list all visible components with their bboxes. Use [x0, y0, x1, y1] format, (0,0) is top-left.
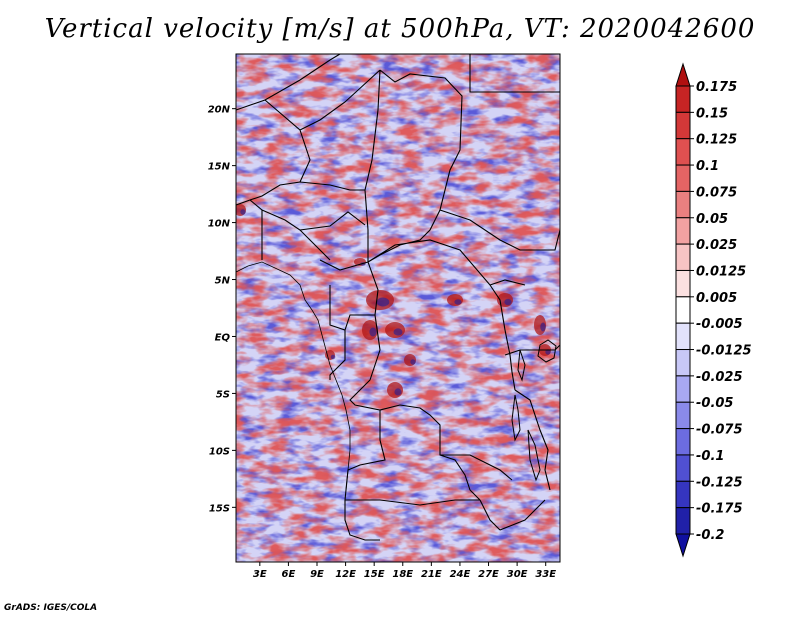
convective-cell-core: [504, 298, 512, 306]
colorbar-label: -0.005: [696, 317, 743, 332]
colorbar-label: -0.05: [696, 396, 733, 411]
x-axis: 3E 6E 9E 12E 15E 18E 21E 24E 27E 30E 33E: [253, 562, 556, 580]
grads-stamp: GrADS: IGES/COLA: [4, 603, 98, 613]
chart-title: Vertical velocity [m/s] at 500hPa, VT: 2…: [44, 14, 756, 44]
map-frame: [235, 53, 561, 563]
y-tick-label: 5S: [216, 389, 230, 400]
colorbar-label: -0.2: [696, 528, 724, 543]
x-tick-label: 12E: [335, 569, 356, 580]
colorbar-box: [675, 190, 691, 219]
y-tick-label: 15N: [208, 162, 231, 173]
colorbar-box: [675, 269, 691, 298]
colorbar-label: 0.025: [696, 238, 737, 253]
x-tick-label: 3E: [253, 569, 267, 580]
colorbar-label: 0.15: [696, 106, 728, 121]
colorbar-box: [675, 349, 691, 377]
colorbar-box: [675, 507, 691, 535]
map-field: [236, 54, 560, 562]
colorbar-label: 0.05: [696, 212, 728, 227]
colorbar-box: [675, 164, 691, 192]
x-tick-label: 33E: [535, 569, 556, 580]
colorbar-label: 0.125: [696, 133, 737, 148]
colorbar-box: [675, 296, 691, 324]
colorbar-box: [675, 322, 691, 351]
x-tick-label: 27E: [478, 569, 499, 580]
convective-cell-core: [540, 322, 546, 332]
x-tick-label: 21E: [421, 569, 442, 580]
x-tick-label: 15E: [364, 569, 385, 580]
colorbar-label: 0.005: [696, 291, 737, 306]
y-tick-label: 20N: [208, 105, 231, 116]
colorbar: 0.175 0.15 0.125 0.1 0.075 0.05 0.025 0.0125 0.0…: [675, 62, 752, 558]
convective-cell-core: [454, 299, 462, 305]
convective-cell-core: [394, 388, 402, 396]
convective-cell-core: [369, 327, 377, 337]
convective-cell-core: [393, 328, 403, 336]
colorbar-box: [675, 243, 691, 271]
convective-cell-core: [410, 359, 416, 365]
colorbar-label: 0.1: [696, 159, 719, 174]
x-tick-label: 9E: [310, 569, 324, 580]
colorbar-box: [675, 401, 691, 430]
colorbar-label: -0.075: [696, 423, 743, 438]
colorbar-label: -0.025: [696, 370, 743, 385]
x-tick-label: 18E: [392, 569, 413, 580]
colorbar-label: 0.0125: [696, 264, 746, 279]
x-tick-label: 30E: [507, 569, 528, 580]
colorbar-label: -0.175: [696, 502, 743, 517]
y-tick-label: EQ: [215, 332, 231, 343]
colorbar-label: 0.175: [696, 80, 737, 95]
x-tick-label: 24E: [450, 569, 471, 580]
convective-cells: [236, 204, 551, 398]
colorbar-box: [675, 454, 691, 482]
colorbar-label: -0.0125: [696, 344, 752, 359]
colorbar-label: -0.125: [696, 475, 743, 490]
y-tick-label: 10S: [209, 446, 230, 457]
colorbar-box: [675, 480, 691, 509]
colorbar-box: [675, 85, 691, 113]
colorbar-box: [675, 138, 691, 166]
y-tick-label: 15S: [209, 503, 230, 514]
coastline: [235, 261, 351, 491]
y-tick-label: 5N: [215, 276, 231, 287]
colorbar-max-arrow: [675, 62, 691, 87]
colorbar-box: [675, 375, 691, 403]
colorbar-box: [675, 111, 691, 140]
colorbar-label: 0.075: [696, 185, 737, 200]
ascent-texture: [236, 54, 560, 562]
colorbar-box: [675, 217, 691, 245]
convective-cell: [447, 294, 463, 306]
y-axis: 20N 15N 10N 5N EQ 5S 10S 15S: [208, 105, 236, 514]
colorbar-box: [675, 428, 691, 456]
convective-cell-core: [240, 209, 246, 215]
colorbar-min-arrow: [675, 533, 691, 558]
x-tick-label: 6E: [282, 569, 296, 580]
lakes: [511, 339, 557, 482]
convective-cell-core: [545, 349, 551, 355]
convective-cell-core: [330, 354, 336, 360]
colorbar-label: -0.1: [696, 449, 724, 464]
y-tick-label: 10N: [208, 219, 231, 230]
convective-cell-core: [376, 297, 390, 307]
